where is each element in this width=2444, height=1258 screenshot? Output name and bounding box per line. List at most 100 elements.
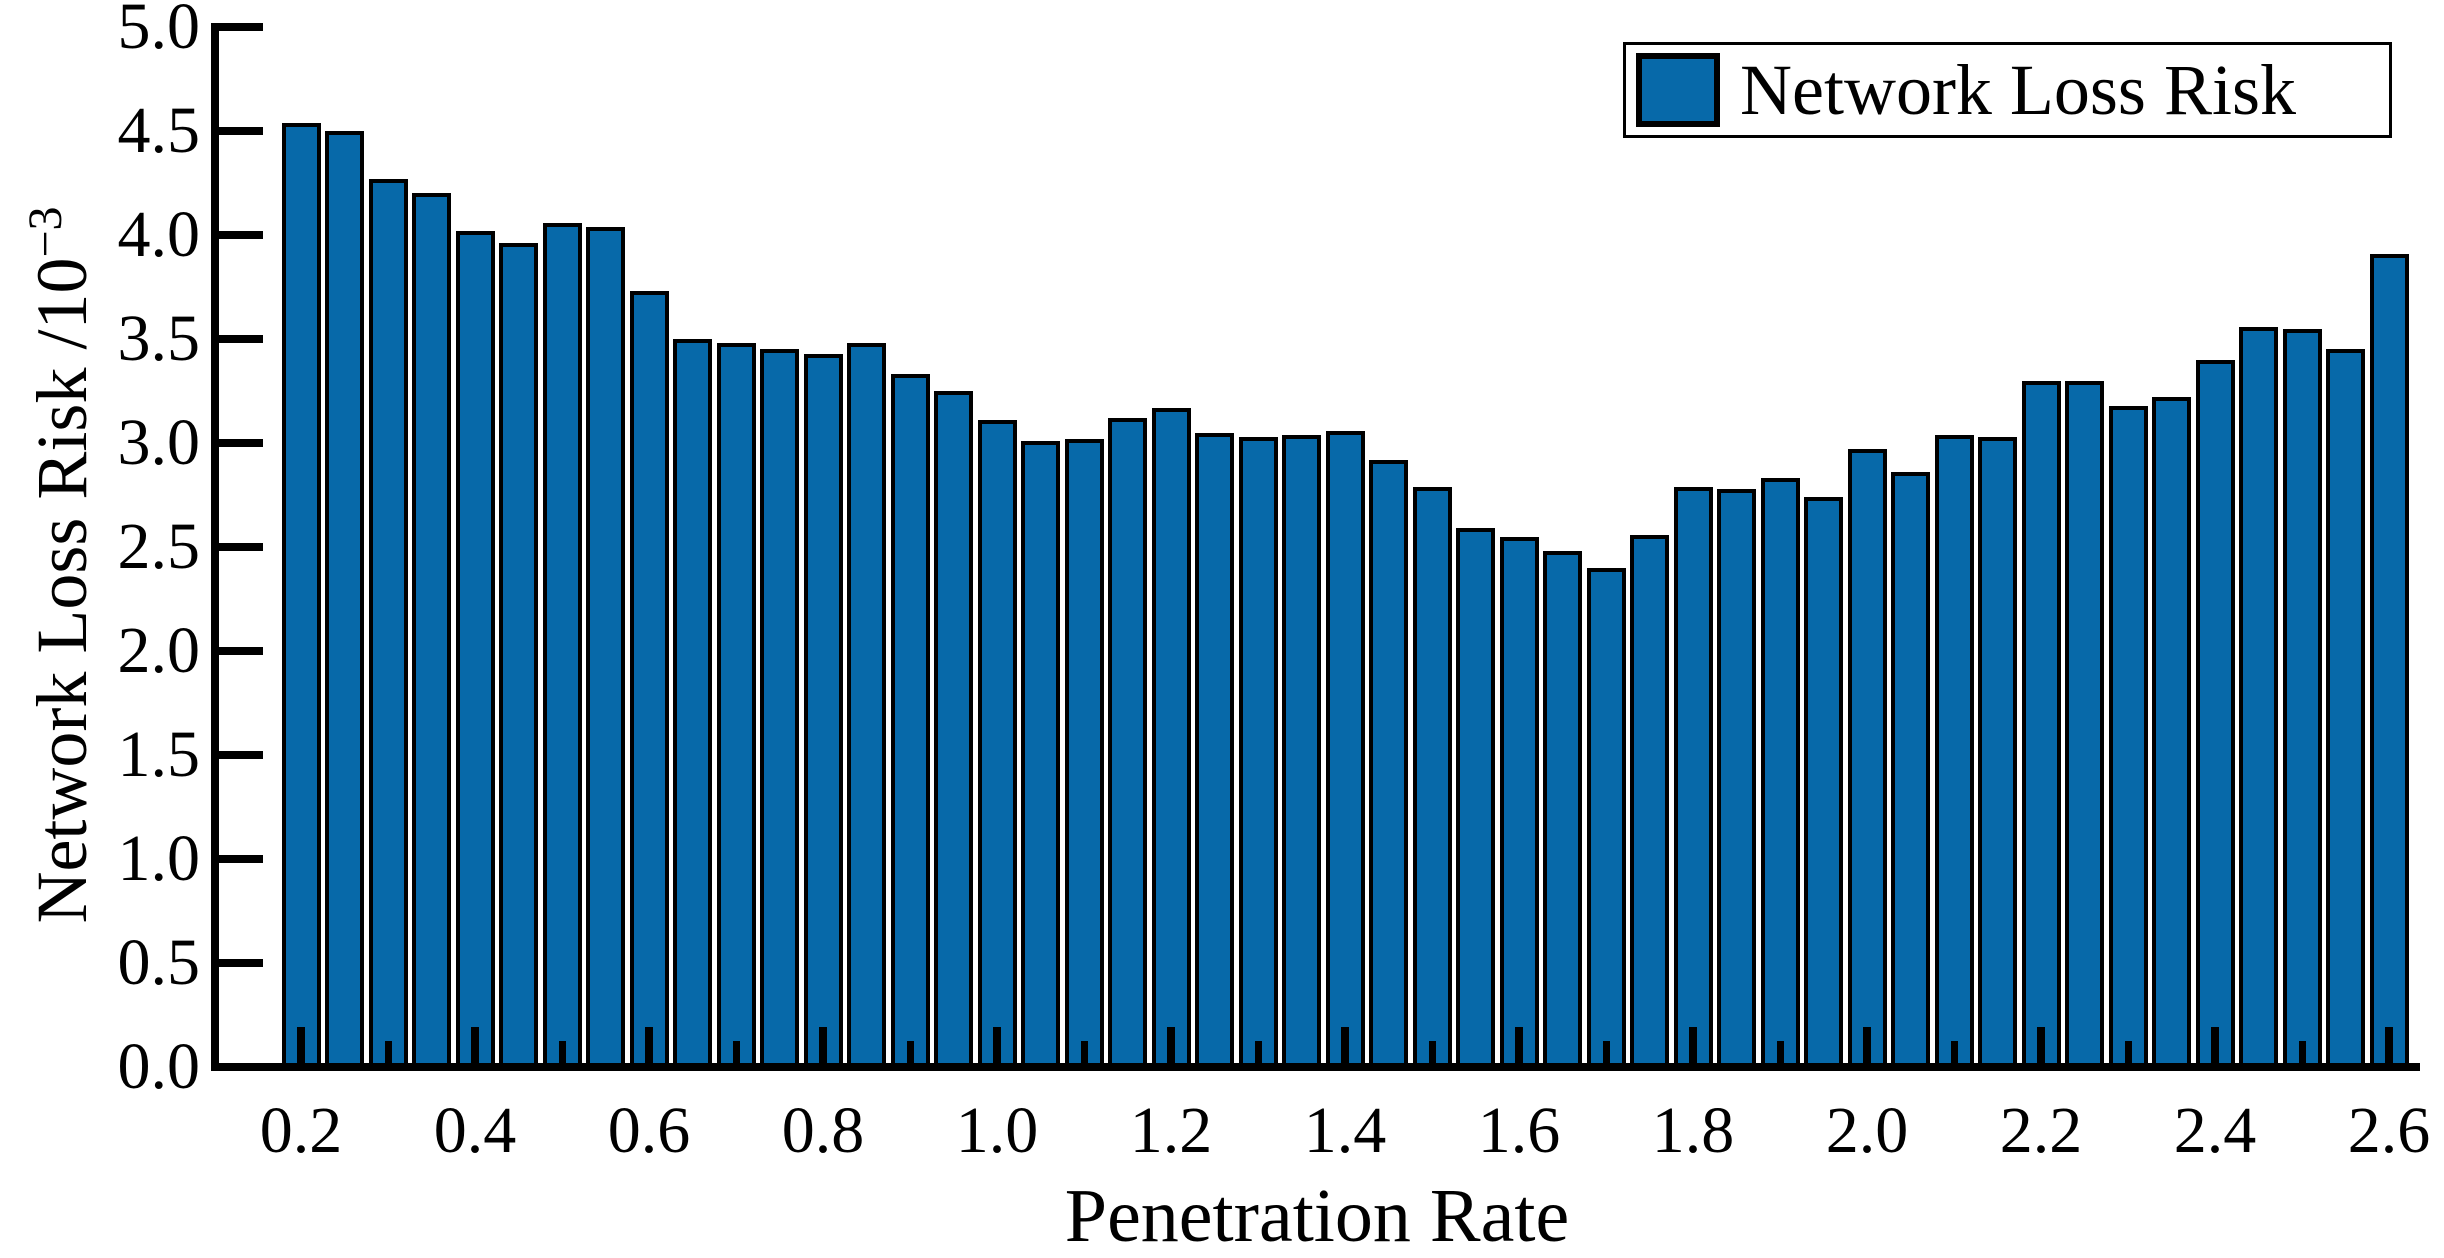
legend-label: Network Loss Risk [1740,50,2296,130]
bar [673,339,712,1067]
x-minor-tick [384,1041,392,1063]
bar [1891,472,1930,1067]
x-minor-tick [1950,1041,1958,1063]
bar [1978,437,2017,1067]
x-tick-label: 2.2 [1999,1094,2083,1167]
x-tick-label: 0.8 [781,1094,865,1167]
x-tick-label: 2.0 [1825,1094,1909,1167]
y-tick-label: 4.5 [117,94,201,167]
y-major-tick [219,335,263,343]
bar [455,231,495,1067]
bar [1673,487,1713,1067]
x-tick-label: 0.4 [433,1094,517,1167]
y-tick-label: 2.0 [117,614,201,687]
y-axis-title-exponent: −3 [19,206,72,258]
bar [1456,528,1495,1067]
x-minor-tick [1776,1041,1784,1063]
x-major-tick [645,1027,653,1063]
y-major-tick [219,231,263,239]
x-tick-label: 2.4 [2173,1094,2257,1167]
bar [629,291,669,1067]
x-minor-tick [1428,1041,1436,1063]
x-tick-label: 1.2 [1129,1094,1213,1167]
bar [542,223,582,1067]
bar [977,420,1017,1067]
legend-swatch [1636,53,1720,127]
y-axis-spine [211,23,219,1071]
x-tick-label: 1.0 [955,1094,1039,1167]
y-major-tick [219,647,263,655]
bar [1021,441,1060,1067]
x-major-tick [819,1027,827,1063]
x-major-tick [297,1027,305,1063]
bar [2108,406,2148,1067]
x-tick-label: 0.2 [259,1094,343,1167]
bar [281,123,321,1067]
bar [1238,437,1278,1067]
x-major-tick [1341,1027,1349,1063]
bar [716,343,756,1067]
bar [499,243,538,1067]
y-tick-label: 0.5 [117,926,201,999]
bar [2021,381,2061,1067]
bar [1934,435,1974,1067]
x-major-tick [1167,1027,1175,1063]
x-major-tick [1863,1027,1871,1063]
y-tick-label: 2.5 [117,510,201,583]
bar [2326,349,2365,1067]
x-tick-label: 1.4 [1303,1094,1387,1167]
bar [2195,360,2235,1067]
bar [2282,329,2322,1067]
bar [890,374,930,1067]
bar [1195,433,1234,1067]
bar [934,391,973,1067]
y-tick-label: 5.0 [117,0,201,63]
x-major-tick [471,1027,479,1063]
x-minor-tick [2124,1041,2132,1063]
x-tick-label: 0.6 [607,1094,691,1167]
y-major-tick [219,23,263,31]
x-minor-tick [2298,1041,2306,1063]
bar [1543,551,1582,1067]
legend: Network Loss Risk [1623,42,2392,138]
bar [2065,381,2104,1067]
bar [1108,418,1147,1067]
y-tick-label: 1.0 [117,822,201,895]
x-tick-label: 1.6 [1477,1094,1561,1167]
bar [412,193,451,1067]
x-minor-tick [732,1041,740,1063]
y-major-tick [219,959,263,967]
bar [1586,568,1626,1067]
y-major-tick [219,751,263,759]
bar [2152,397,2191,1067]
y-major-tick [219,855,263,863]
bar [368,179,408,1067]
y-tick-label: 4.0 [117,198,201,271]
y-major-tick [219,543,263,551]
y-major-tick [219,127,263,135]
y-major-tick [219,439,263,447]
bar [1847,449,1887,1067]
y-tick-label: 1.5 [117,718,201,791]
x-major-tick [2211,1027,2219,1063]
bar [760,349,799,1067]
bar [803,354,843,1067]
y-tick-label: 0.0 [117,1030,201,1103]
bar [1325,431,1365,1067]
bar [847,343,886,1067]
x-axis-spine [211,1063,2420,1071]
x-major-tick [1689,1027,1697,1063]
x-minor-tick [1080,1041,1088,1063]
x-minor-tick [906,1041,914,1063]
bar [325,131,364,1067]
y-tick-label: 3.0 [117,406,201,479]
x-minor-tick [1254,1041,1262,1063]
y-axis-title: Network Loss Risk /10−3 [19,206,102,923]
y-axis-title-base: Network Loss Risk /10 [22,257,102,924]
bar [1630,535,1669,1067]
bar [1499,537,1539,1067]
bar [1804,497,1843,1067]
x-axis-title: Penetration Rate [1064,1174,1570,1258]
y-tick-label: 3.5 [117,302,201,375]
bar [1151,408,1191,1067]
